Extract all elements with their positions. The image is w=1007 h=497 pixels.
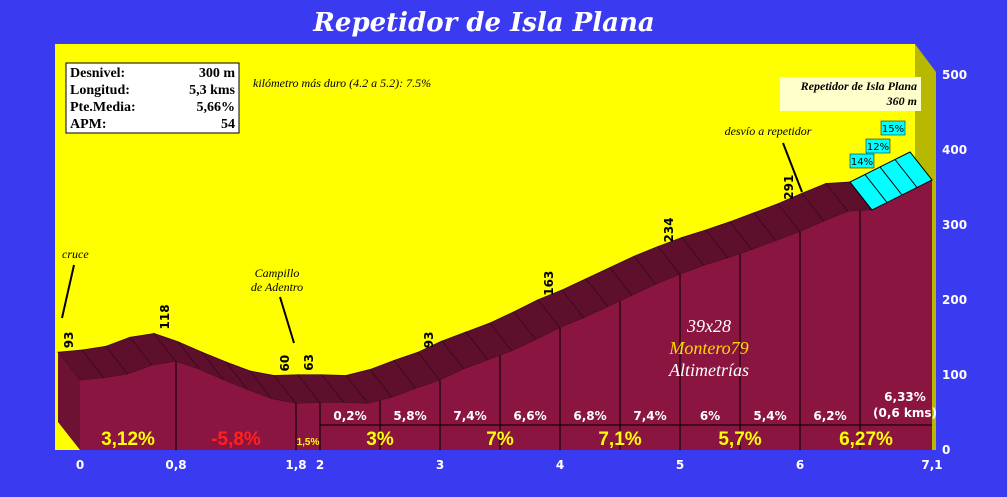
section-gradient-label: 6,27%: [839, 429, 893, 450]
final-segment-pct: 6,33%: [884, 390, 926, 404]
stat-value-pte-media: 5,66%: [197, 100, 236, 115]
segment-gradient-label: 5,4%: [753, 409, 786, 423]
elevation-point-label: 93: [422, 332, 436, 349]
watermark-brand: Altimetrías: [668, 360, 749, 380]
profile-left-wall: [58, 352, 80, 450]
stat-label-pte-media: Pte.Media:: [70, 100, 136, 115]
segment-gradient-label: 7,4%: [453, 409, 486, 423]
final-gradient-tag: [849, 153, 875, 169]
summit-name: Repetidor de Isla Plana: [800, 79, 917, 93]
y-tick-label: 300: [942, 218, 967, 232]
elevation-point-label: 63: [302, 354, 316, 371]
profile-front-face: [80, 180, 932, 450]
section-gradient-label: 7%: [486, 429, 514, 450]
note-campillo-line2: de Adentro: [251, 280, 303, 294]
elevation-point-label: 291: [782, 175, 796, 200]
elevation-point-label: 118: [158, 304, 172, 329]
segment-gradient-label: 0,2%: [333, 409, 366, 423]
x-tick-label: 1,8: [285, 458, 306, 472]
final-segment-dist: (0,6 kms): [873, 406, 937, 420]
stats-box: Desnivel: 300 m Longitud: 5,3 kms Pte.Me…: [65, 62, 240, 134]
y-tick-label: 500: [942, 68, 967, 82]
section-gradient-label: 1,5%: [297, 437, 320, 448]
stat-value-desnivel: 300 m: [199, 66, 236, 81]
note-desvio: desvío a repetidor: [725, 124, 812, 138]
segment-gradient-label: 5,8%: [393, 409, 426, 423]
summit-box: Repetidor de Isla Plana 360 m: [780, 77, 921, 111]
section-gradient-label: 3,12%: [101, 429, 155, 450]
elevation-point-label: 93: [62, 332, 76, 349]
stat-value-longitud: 5,3 kms: [189, 83, 235, 98]
final-gradient-label: 15%: [882, 124, 904, 135]
y-tick-label: 200: [942, 293, 967, 307]
x-tick-label: 2: [316, 458, 324, 472]
elevation-point-label: 163: [542, 271, 556, 296]
summit-elevation: 360 m: [886, 94, 917, 108]
final-gradient-tag: [880, 120, 906, 136]
elevation-point-label: 60: [278, 355, 292, 372]
final-climb-layer: 14% 12% 15%: [849, 120, 933, 211]
section-gradient-label: 7,1%: [598, 429, 641, 450]
labels-layer: 93 118 60 63 93 163 234 291 0,2% 5,8% 7,4% 6,6% 6,8%…: [62, 175, 893, 450]
x-tick-label: 0: [76, 458, 84, 472]
final-climb-divider: [879, 166, 903, 196]
segment-gradient-label: 6%: [700, 409, 720, 423]
final-gradient-tag: [865, 138, 891, 154]
hardest-km-note: kilómetro más duro (4.2 a 5.2): 7.5%: [253, 76, 431, 90]
x-tick-label: 4: [556, 458, 564, 472]
final-gradient-label: 12%: [867, 142, 889, 153]
x-tick-label: 6: [796, 458, 804, 472]
final-gradient-label: 14%: [851, 157, 873, 168]
section-gradient-label: -5,8%: [211, 429, 261, 450]
segment-gradient-label: 6,8%: [573, 409, 606, 423]
x-tick-label: 7,1: [921, 458, 942, 472]
chart-title: Repetidor de Isla Plana: [312, 8, 654, 38]
pointer-cruce: [61, 264, 75, 319]
final-climb-divider: [864, 174, 888, 203]
watermark-author: Montero79: [668, 338, 748, 358]
segment-gradient-label: 7,4%: [633, 409, 666, 423]
x-tick-label: 3: [436, 458, 444, 472]
stat-label-apm: APM:: [70, 117, 107, 132]
pointer-campillo: [279, 296, 295, 344]
x-tick-label: 0,8: [165, 458, 186, 472]
elevation-point-label: 234: [662, 217, 676, 242]
note-campillo-line1: Campillo: [255, 266, 300, 280]
section-gradient-label: 3%: [366, 429, 394, 450]
y-tick-label: 0: [942, 443, 950, 457]
x-tick-label: 5: [676, 458, 684, 472]
section-gradient-label: 5,7%: [718, 429, 761, 450]
stat-label-desnivel: Desnivel:: [70, 66, 125, 81]
segment-gradient-label: 6,2%: [813, 409, 846, 423]
y-tick-label: 100: [942, 368, 967, 382]
note-cruce: cruce: [62, 247, 89, 261]
pointer-desvio: [782, 142, 803, 193]
segment-gradient-label: 6,6%: [513, 409, 546, 423]
stat-label-longitud: Longitud:: [70, 83, 130, 98]
stat-value-apm: 54: [221, 117, 235, 132]
profile-layer: [57, 151, 933, 450]
final-climb-divider: [894, 159, 918, 188]
y-tick-label: 400: [942, 143, 967, 157]
watermark-gear: 39x28: [686, 316, 731, 336]
